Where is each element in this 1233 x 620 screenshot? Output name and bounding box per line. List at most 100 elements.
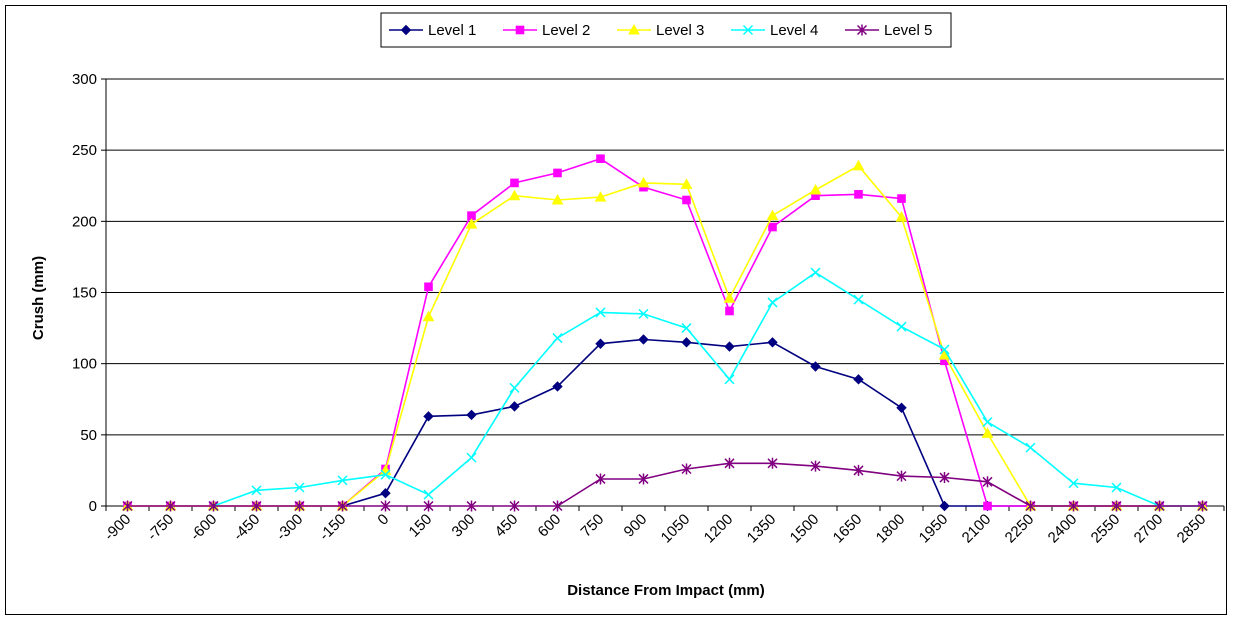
x-tick-label: 1350 [744,511,780,547]
legend-marker [742,24,754,36]
data-point [853,464,864,476]
data-point [1025,500,1036,512]
data-point [122,500,133,512]
series-4 [208,267,1208,512]
legend-marker [856,24,868,36]
legend-label: Level 5 [884,22,932,39]
data-point [208,500,219,512]
data-point [465,218,478,229]
data-point [551,193,564,205]
x-tick-label: 1050 [658,511,694,547]
x-tick-label: 2550 [1088,511,1124,547]
x-tick-label: 0 [374,511,392,529]
legend-label: Level 3 [656,22,704,39]
x-tick-label: 1500 [787,511,823,547]
data-point [251,485,262,496]
x-tick-label: 750 [578,511,608,541]
data-point [723,292,736,303]
data-point [165,500,176,512]
y-tick-label: 100 [72,356,97,373]
data-point [724,341,735,352]
series-line [127,462,1203,507]
data-point [294,482,305,493]
y-tick-label: 50 [80,427,97,444]
x-tick-label: -600 [187,511,220,544]
data-point [1111,482,1122,493]
data-point [638,334,649,345]
x-tick-label: 1650 [830,511,866,547]
line-chart: 0 50 100 150 200 250 300 -900 -750 -600 -450 -300 -1… [30,12,1225,599]
gridlines [106,78,1224,436]
data-point [552,333,563,344]
x-tick-label: 450 [492,511,522,541]
data-point [423,411,434,422]
data-point [595,338,606,349]
data-point [982,416,993,428]
data-point [594,191,607,202]
data-point [1197,500,1208,512]
data-point [294,500,305,512]
x-tick-label: -450 [230,511,263,544]
data-point [1111,500,1122,512]
series-3 [121,159,1209,511]
series-layer [121,154,1209,512]
data-point [1025,442,1036,453]
data-point [337,475,348,486]
data-point [981,427,994,438]
legend-label: Level 2 [542,22,590,39]
y-tick-label: 0 [89,498,97,515]
data-point [637,176,650,188]
x-tick-label: 1950 [916,511,952,547]
data-point [896,321,907,332]
x-tick-label: 2250 [1002,511,1038,547]
x-tick-label: -750 [144,511,177,544]
data-point [767,337,778,348]
data-point [767,297,778,308]
data-point [681,337,692,348]
data-point [422,310,435,322]
x-tick-label: -150 [316,511,349,544]
y-tick-label: 200 [72,213,97,230]
series-line [213,271,1203,507]
legend-item-4: Level 4 [731,22,818,39]
y-axis-title: Crush (mm) [30,256,47,340]
data-point [596,154,605,164]
data-point [509,382,520,393]
axes [101,78,1225,511]
data-point [767,457,778,469]
data-point [553,168,562,178]
data-point [1154,500,1165,512]
data-point [424,282,433,292]
x-axis-title: Distance From Impact (mm) [567,582,765,599]
data-point [766,209,779,221]
x-tick-label: -900 [101,511,134,544]
data-point [638,473,649,485]
data-point [681,323,692,334]
series-line [127,164,1203,507]
series-line [127,157,1203,507]
data-point [380,487,391,499]
x-tick-label: 600 [535,511,565,541]
y-tick-label: 150 [72,285,97,302]
data-point [552,381,563,392]
legend: Level 1 Level 2 Level 3 Level 4 Level 5 [380,12,952,48]
data-point [895,211,908,222]
data-point [466,409,477,421]
data-point [466,500,477,512]
legend-item-5: Level 5 [845,22,932,39]
x-tick-label: 2850 [1174,511,1210,547]
data-point [939,472,950,484]
data-point [810,267,821,278]
legend-item-3: Level 3 [617,22,704,39]
series-5 [122,457,1208,512]
data-point [380,500,391,512]
x-tick-label: 900 [621,511,651,541]
x-tick-label: 150 [406,511,436,541]
data-point [854,189,863,199]
data-point [896,470,907,482]
data-point [1068,478,1079,489]
data-point [896,402,907,413]
data-point [251,500,262,512]
data-point [509,500,520,512]
data-point [423,489,434,500]
